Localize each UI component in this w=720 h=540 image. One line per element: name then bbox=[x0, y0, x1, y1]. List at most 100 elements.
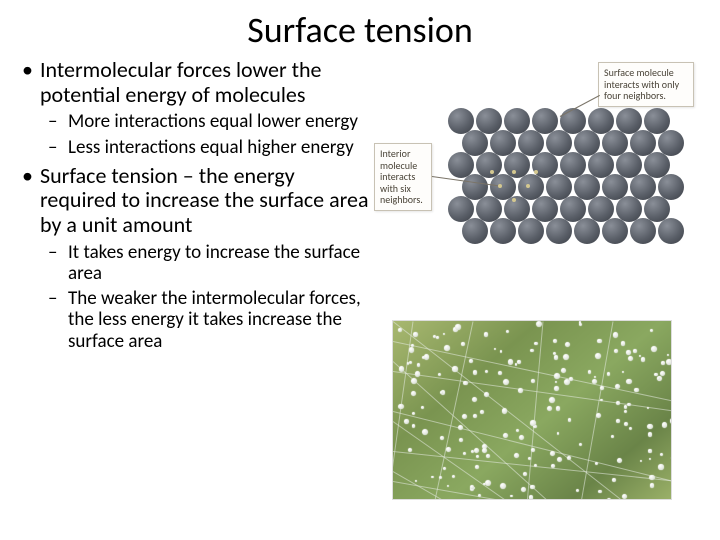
dew-drop bbox=[629, 427, 632, 430]
dew-drop bbox=[569, 377, 573, 381]
dew-drop bbox=[476, 499, 482, 500]
dew-drop bbox=[443, 467, 446, 470]
dew-drop bbox=[421, 406, 424, 409]
dew-drop bbox=[553, 339, 557, 343]
dew-drop bbox=[667, 354, 669, 356]
dew-drop bbox=[536, 321, 542, 327]
dew-drop bbox=[483, 483, 485, 485]
dew-drop bbox=[518, 388, 523, 393]
callout-interior: Interior molecule interacts with six nei… bbox=[374, 143, 432, 211]
dew-drop bbox=[666, 359, 672, 365]
dew-drop bbox=[563, 354, 569, 360]
dew-drop bbox=[494, 348, 496, 350]
dew-drop bbox=[438, 373, 441, 376]
dew-drop bbox=[595, 462, 599, 466]
dew-drop bbox=[670, 418, 672, 423]
molecule-sphere bbox=[630, 218, 656, 244]
dew-drop bbox=[415, 480, 417, 482]
dew-drop bbox=[647, 407, 649, 409]
molecule-sphere bbox=[546, 218, 572, 244]
dew-drop bbox=[503, 433, 508, 438]
dew-drop bbox=[514, 453, 519, 458]
dew-drop bbox=[647, 424, 652, 429]
dew-drop bbox=[547, 406, 552, 411]
dew-drop bbox=[398, 404, 403, 409]
dew-drop bbox=[506, 330, 509, 333]
dew-drop bbox=[555, 381, 558, 384]
web-strand bbox=[393, 371, 672, 417]
dew-drop bbox=[595, 353, 601, 359]
dew-drop bbox=[411, 378, 417, 384]
web-strand bbox=[393, 451, 672, 485]
dew-drop bbox=[651, 346, 657, 352]
dew-drop bbox=[398, 328, 402, 332]
dew-drop bbox=[627, 403, 630, 406]
dew-drop bbox=[554, 386, 559, 391]
molecule-sphere bbox=[518, 218, 544, 244]
dew-drop bbox=[634, 388, 639, 393]
dew-drop bbox=[592, 379, 597, 384]
dew-drop bbox=[554, 373, 560, 379]
dew-drop bbox=[616, 401, 620, 405]
dew-drop bbox=[408, 448, 412, 452]
web-strand bbox=[393, 471, 636, 500]
dew-drop bbox=[473, 370, 478, 375]
dew-drop bbox=[412, 412, 415, 415]
dew-drop bbox=[459, 438, 463, 442]
dew-drop bbox=[598, 490, 602, 494]
dew-drop bbox=[657, 377, 660, 380]
bullet-1-text: Intermolecular forces lower the potentia… bbox=[40, 56, 322, 108]
dew-drop bbox=[521, 487, 526, 492]
dew-drop bbox=[534, 342, 538, 346]
dew-drop bbox=[446, 447, 451, 452]
dew-drop bbox=[624, 410, 627, 413]
dew-drop bbox=[549, 397, 555, 403]
dew-drop bbox=[588, 370, 591, 373]
dew-drop bbox=[607, 372, 610, 375]
sub-list-2: It takes energy to increase the surface … bbox=[40, 242, 372, 352]
dew-drop bbox=[480, 410, 484, 414]
dew-drop bbox=[409, 347, 415, 353]
dew-drop bbox=[556, 406, 561, 411]
dew-drop bbox=[413, 332, 418, 337]
dew-drop bbox=[649, 458, 652, 461]
spider-web-photo bbox=[392, 320, 672, 500]
dew-drop bbox=[624, 422, 628, 426]
molecule-sphere bbox=[602, 218, 628, 244]
dew-drop bbox=[648, 449, 651, 452]
dew-drop bbox=[671, 457, 672, 460]
dew-drop bbox=[463, 452, 466, 455]
web-strand bbox=[393, 321, 662, 500]
dew-drop bbox=[476, 455, 478, 457]
dew-drop bbox=[530, 420, 535, 425]
dew-drop bbox=[462, 414, 468, 420]
sub-list-1: More interactions equal lower energy Les… bbox=[40, 111, 372, 158]
neighbor-highlight bbox=[526, 184, 530, 188]
dew-drop bbox=[471, 450, 474, 453]
dew-drop bbox=[455, 324, 460, 329]
dew-drop bbox=[503, 379, 509, 385]
dew-drop bbox=[502, 408, 507, 413]
dew-drop bbox=[404, 419, 409, 424]
dew-drop bbox=[550, 451, 555, 456]
molecule-sphere bbox=[462, 218, 488, 244]
dew-drop bbox=[568, 418, 572, 422]
dew-drop bbox=[516, 429, 520, 433]
dew-drop bbox=[440, 436, 444, 440]
dew-drop bbox=[579, 443, 582, 446]
dew-drop bbox=[486, 454, 490, 458]
dew-drop bbox=[624, 405, 628, 409]
dew-drop bbox=[440, 391, 443, 394]
dew-drop bbox=[485, 370, 488, 373]
dew-drop bbox=[517, 360, 520, 363]
dew-drop bbox=[626, 379, 632, 385]
dew-drop bbox=[554, 355, 559, 360]
dew-drop bbox=[641, 357, 645, 361]
dew-drop bbox=[600, 386, 603, 389]
callout-surface: Surface molecule interacts with only fou… bbox=[598, 62, 694, 107]
molecule-sphere bbox=[658, 218, 684, 244]
dew-drop bbox=[485, 480, 491, 486]
dew-drop bbox=[567, 456, 571, 460]
dew-drop bbox=[622, 371, 624, 373]
dew-drop bbox=[474, 448, 479, 453]
